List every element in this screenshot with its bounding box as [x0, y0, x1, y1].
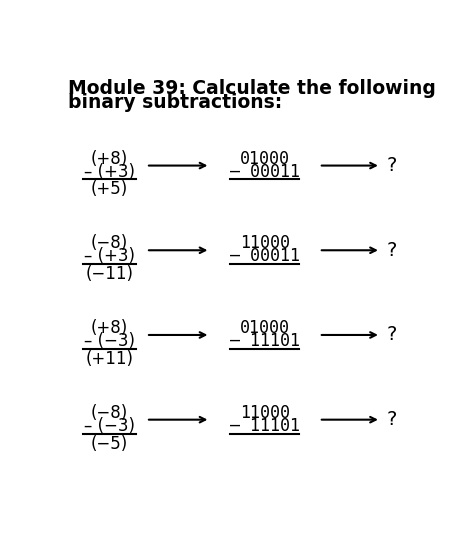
Text: (+5): (+5) [91, 181, 128, 198]
Text: (−8): (−8) [91, 235, 128, 252]
Text: ?: ? [386, 326, 397, 344]
Text: (−5): (−5) [91, 434, 128, 453]
Text: (+8): (+8) [91, 319, 128, 337]
Text: ?: ? [386, 410, 397, 429]
Text: – (−3): – (−3) [84, 332, 135, 350]
Text: (−8): (−8) [91, 404, 128, 422]
Text: (+8): (+8) [91, 150, 128, 168]
Text: – 00011: – 00011 [230, 247, 299, 266]
Text: ?: ? [386, 241, 397, 260]
Text: 01000: 01000 [240, 319, 289, 337]
Text: Module 39: Calculate the following: Module 39: Calculate the following [68, 79, 435, 98]
Text: (+11): (+11) [86, 350, 134, 368]
Text: – (−3): – (−3) [84, 417, 135, 435]
Text: binary subtractions:: binary subtractions: [68, 93, 282, 112]
Text: – (+3): – (+3) [84, 247, 135, 266]
Text: – 11101: – 11101 [230, 332, 299, 350]
Text: 11000: 11000 [240, 404, 289, 422]
Text: (−11): (−11) [86, 265, 134, 283]
Text: – (+3): – (+3) [84, 163, 135, 181]
Text: – 11101: – 11101 [230, 417, 299, 435]
Text: 11000: 11000 [240, 235, 289, 252]
Text: ?: ? [386, 156, 397, 175]
Text: – 00011: – 00011 [230, 163, 299, 181]
Text: 01000: 01000 [240, 150, 289, 168]
